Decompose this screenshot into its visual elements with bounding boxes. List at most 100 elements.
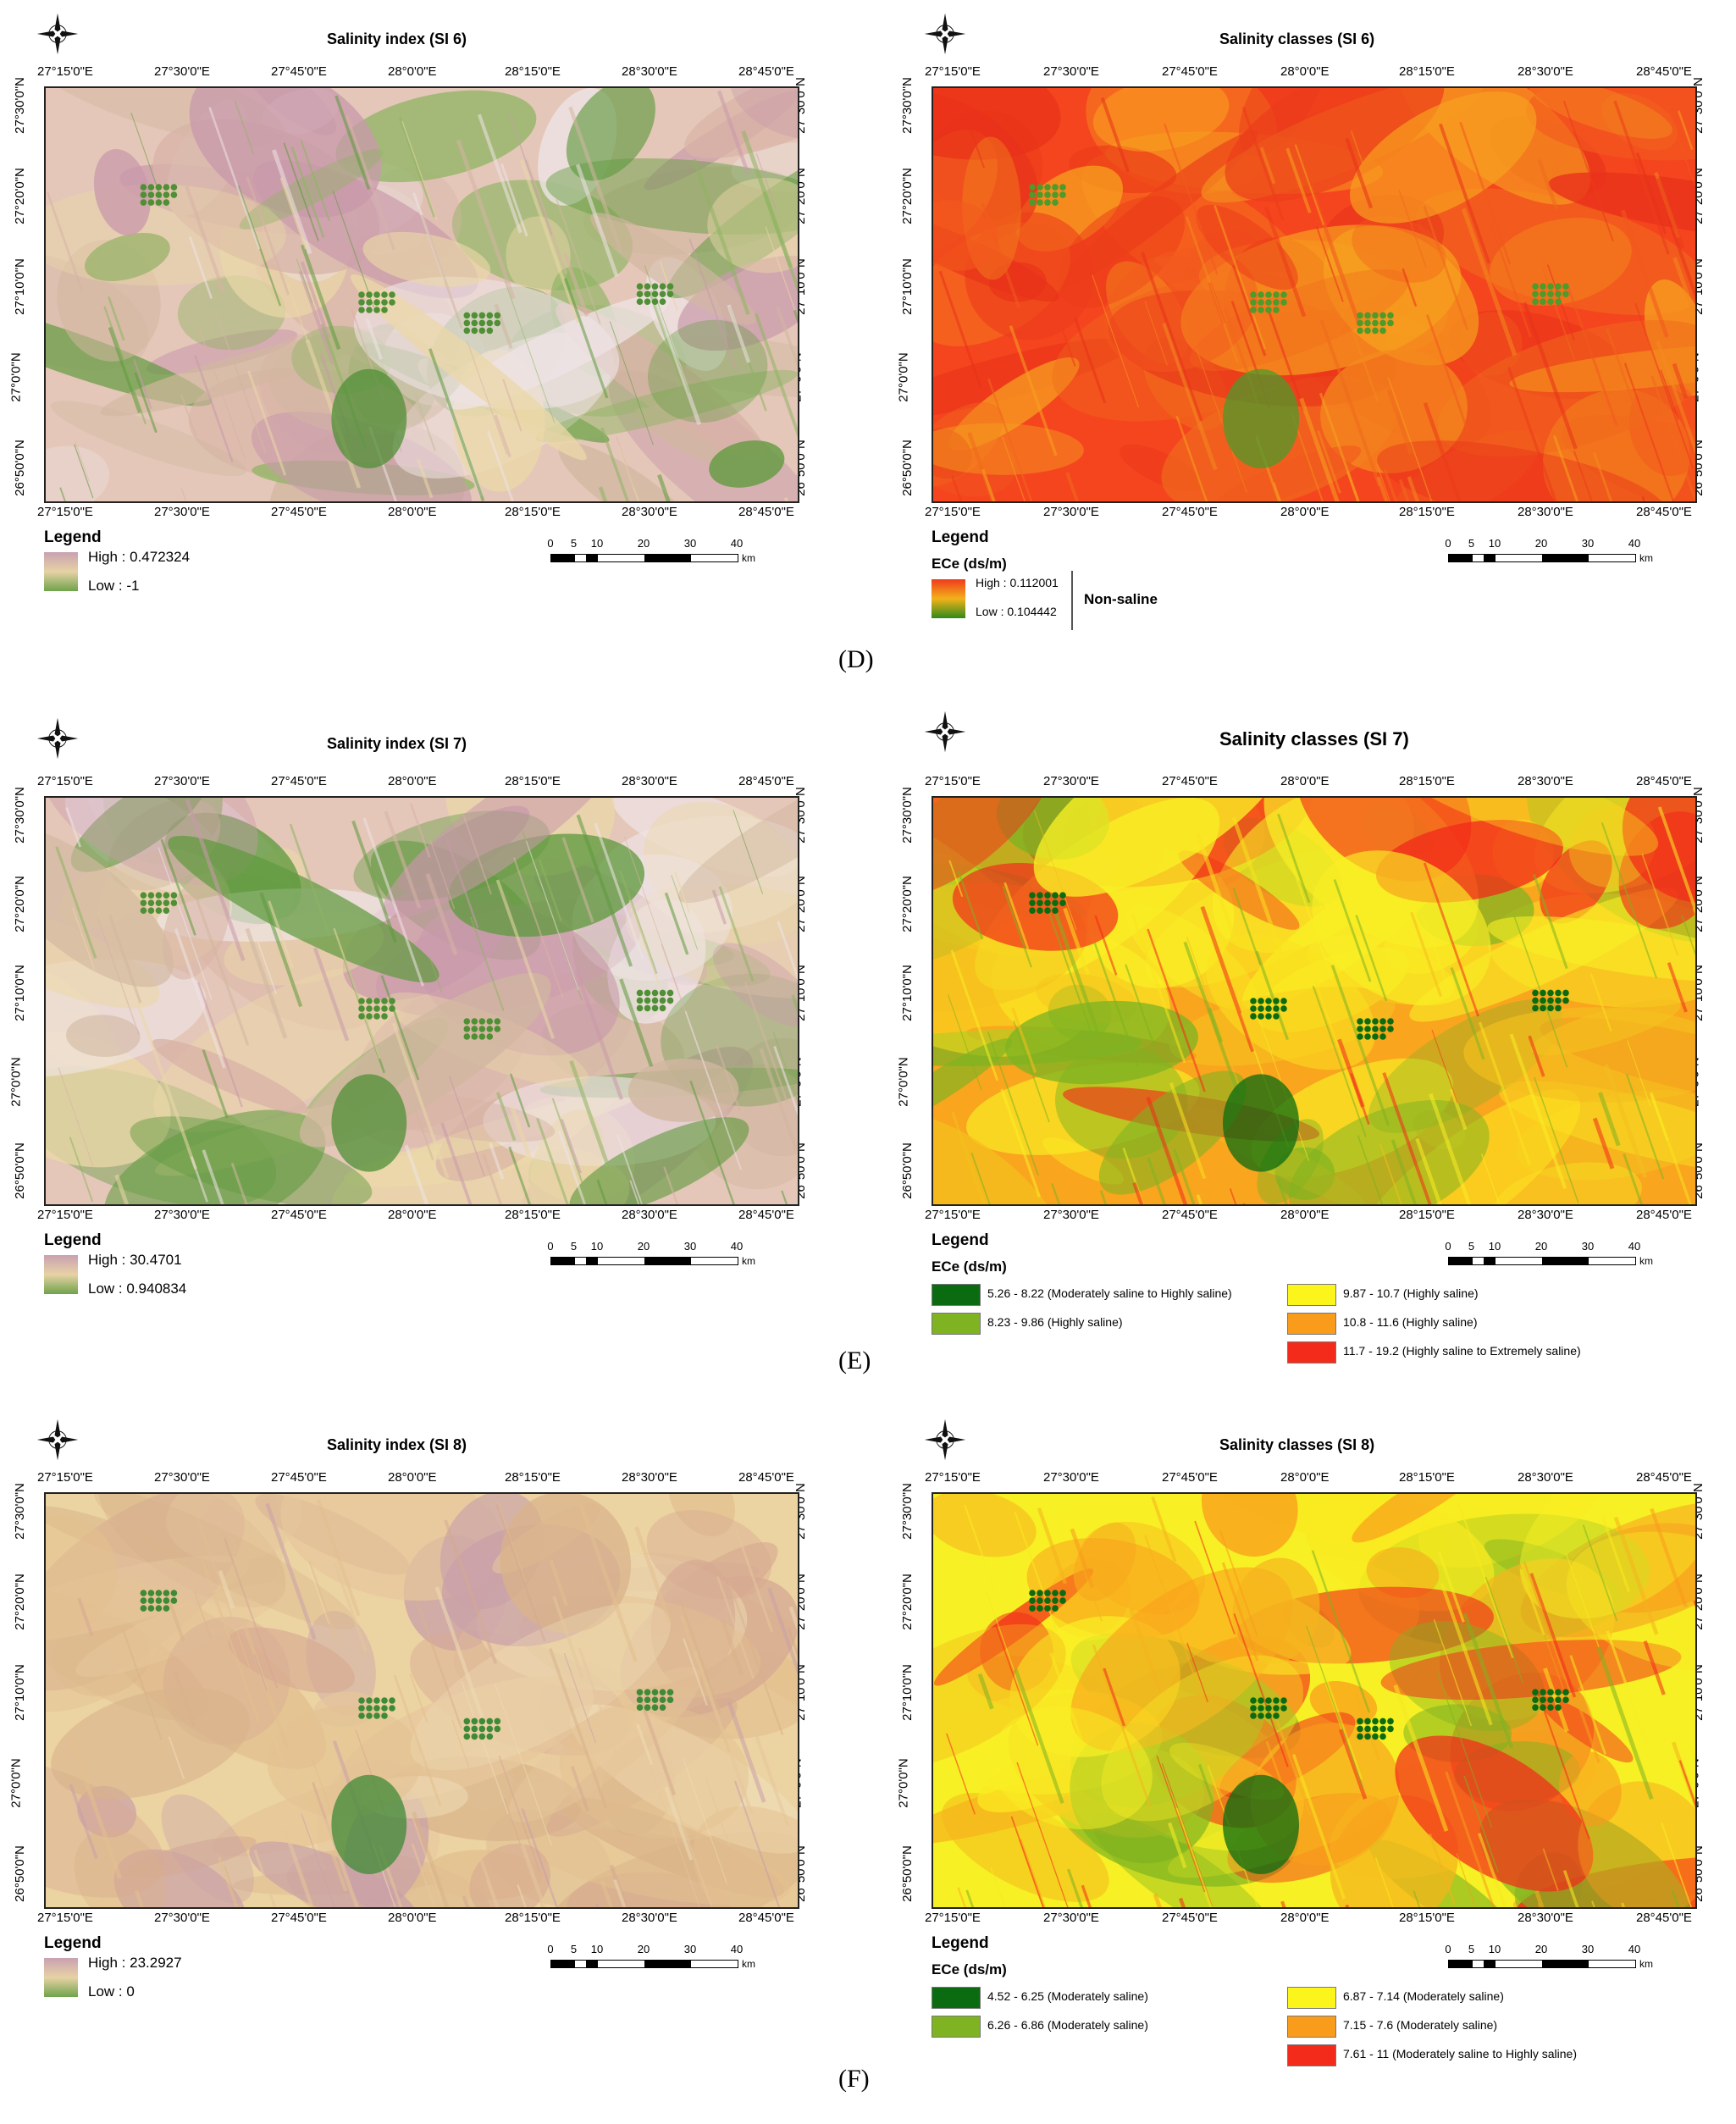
scale-number: 0 — [1445, 1943, 1451, 1955]
scale-bar: 0 5 10 20 30 40 km — [1445, 1240, 1653, 1274]
latitude-tick-left: 26°50'0"N — [12, 1845, 27, 1902]
scale-number: 40 — [730, 1240, 744, 1253]
latitude-tick-left: 27°0'0"N — [8, 352, 24, 402]
scale-number: 5 — [570, 1240, 578, 1253]
scale-segment — [1472, 555, 1484, 561]
map-panel-e-left: Salinity index (SI 7) 27°15'0"E 27°30'0"E 2… — [0, 711, 813, 1380]
latitude-tick-left: 27°30'0"N — [12, 1483, 27, 1540]
longitude-tick-bottom: 28°30'0"E — [622, 1911, 677, 1925]
latitude-tick-left: 27°30'0"N — [12, 77, 27, 134]
longitude-tick-bottom: 28°45'0"E — [738, 1911, 794, 1925]
scale-segment — [551, 1258, 575, 1264]
map-title: Salinity classes (SI 7) — [1219, 728, 1409, 749]
scale-segment — [1484, 555, 1496, 561]
longitude-tick-top: 27°15'0"E — [925, 64, 981, 79]
scale-bar: 0 5 10 20 30 40 km — [1445, 1943, 1653, 1977]
longitude-tick-bottom: 27°45'0"E — [1162, 505, 1218, 519]
longitude-tick-top: 27°30'0"E — [154, 64, 210, 79]
longitude-tick-top: 28°45'0"E — [738, 1470, 794, 1485]
map-title: Salinity index (SI 6) — [327, 30, 467, 47]
longitude-tick-top: 28°0'0"E — [1280, 64, 1330, 79]
longitude-tick-bottom: 27°30'0"E — [154, 1208, 210, 1222]
longitude-tick-top: 28°0'0"E — [388, 64, 437, 79]
longitude-tick-top: 28°45'0"E — [1636, 774, 1692, 788]
scale-number: 10 — [590, 1943, 604, 1955]
raster-map — [44, 796, 799, 1206]
scale-number: 30 — [683, 1240, 697, 1253]
latitude-tick-left: 27°20'0"N — [12, 876, 27, 932]
longitude-tick-bottom: 28°15'0"E — [505, 505, 561, 519]
longitude-tick-bottom: 27°45'0"E — [1162, 1911, 1218, 1925]
latitude-tick-left: 27°0'0"N — [896, 1057, 911, 1107]
scale-bar: 0 5 10 20 30 40 km — [1445, 537, 1653, 571]
scale-segment — [551, 1961, 575, 1967]
longitude-tick-top: 27°15'0"E — [37, 774, 93, 788]
scale-number: 10 — [590, 1240, 604, 1253]
longitude-tick-top: 27°45'0"E — [271, 774, 327, 788]
raster-map — [932, 1492, 1697, 1909]
scale-number: 30 — [1581, 1943, 1595, 1955]
latitude-tick-left: 27°10'0"N — [899, 965, 915, 1021]
latitude-tick-left: 27°20'0"N — [12, 168, 27, 224]
north-arrow-icon — [921, 1416, 969, 1463]
longitude-tick-bottom: 28°0'0"E — [388, 505, 437, 519]
scale-segments — [550, 554, 738, 562]
legend-color-ramp — [44, 1958, 78, 1997]
scale-number: 20 — [1534, 1943, 1548, 1955]
longitude-tick-top: 27°45'0"E — [271, 64, 327, 79]
legend-class-swatch — [1287, 2016, 1336, 2038]
latitude-tick-left: 27°20'0"N — [899, 876, 915, 932]
longitude-tick-top: 27°45'0"E — [1162, 774, 1218, 788]
latitude-tick-left: 26°50'0"N — [12, 1142, 27, 1199]
map-panel-d-right: Salinity classes (SI 6) 27°15'0"E 27°30'0"… — [881, 0, 1706, 669]
longitude-tick-top: 28°15'0"E — [505, 1470, 561, 1485]
scale-segments — [1448, 554, 1636, 562]
latitude-tick-left: 27°10'0"N — [899, 258, 915, 315]
scale-unit: km — [742, 552, 755, 564]
raster-map — [44, 1492, 799, 1909]
longitude-tick-top: 28°30'0"E — [622, 64, 677, 79]
map-panel-e-right: Salinity classes (SI 7) 27°15'0"E 27°30'0"… — [881, 711, 1706, 1380]
scale-segments — [550, 1960, 738, 1968]
longitude-tick-bottom: 28°45'0"E — [1636, 1911, 1692, 1925]
latitude-tick-left: 27°30'0"N — [899, 77, 915, 134]
scale-segment — [1496, 1961, 1542, 1967]
longitude-tick-top: 28°15'0"E — [1399, 1470, 1455, 1485]
scale-segment — [691, 1258, 738, 1264]
scale-number: 40 — [1628, 537, 1641, 550]
longitude-tick-top: 27°30'0"E — [1043, 64, 1099, 79]
longitude-tick-bottom: 28°0'0"E — [1280, 505, 1330, 519]
scale-segment — [586, 1961, 598, 1967]
longitude-tick-bottom: 28°0'0"E — [388, 1911, 437, 1925]
longitude-tick-top: 28°45'0"E — [738, 774, 794, 788]
scale-number: 40 — [1628, 1943, 1641, 1955]
scale-number: 5 — [1468, 537, 1475, 550]
scale-segments — [1448, 1257, 1636, 1265]
scale-number: 10 — [1488, 537, 1501, 550]
legend-high: High : 0.112001 — [976, 576, 1059, 589]
longitude-tick-top: 27°30'0"E — [1043, 1470, 1099, 1485]
scale-number: 40 — [1628, 1240, 1641, 1253]
latitude-tick-left: 26°50'0"N — [899, 440, 915, 496]
scale-number: 30 — [683, 537, 697, 550]
scale-unit: km — [742, 1958, 755, 1970]
longitude-tick-top: 28°30'0"E — [622, 774, 677, 788]
longitude-tick-top: 28°15'0"E — [1399, 774, 1455, 788]
map-panel-f-left: Salinity index (SI 8) 27°15'0"E 27°30'0"E 2… — [0, 1406, 813, 2075]
latitude-tick-left: 27°30'0"N — [899, 1483, 915, 1540]
longitude-tick-bottom: 27°30'0"E — [154, 1911, 210, 1925]
legend-title: Legend — [932, 528, 989, 546]
legend-class-label: 8.23 - 9.86 (Highly saline) — [987, 1315, 1123, 1329]
longitude-tick-top: 27°45'0"E — [1162, 64, 1218, 79]
map-panel-f-right: Salinity classes (SI 8) 27°15'0"E 27°30'0"… — [881, 1406, 1706, 2075]
longitude-tick-bottom: 28°15'0"E — [1399, 1911, 1455, 1925]
scale-segment — [1449, 1961, 1473, 1967]
longitude-tick-bottom: 27°30'0"E — [154, 505, 210, 519]
scale-number: 20 — [1534, 1240, 1548, 1253]
scale-unit: km — [1639, 552, 1653, 564]
longitude-tick-top: 28°45'0"E — [1636, 64, 1692, 79]
legend-class-label: 4.52 - 6.25 (Moderately saline) — [987, 1989, 1148, 2003]
raster-map — [932, 796, 1697, 1206]
scale-segments — [1448, 1960, 1636, 1968]
scale-segment — [1449, 1258, 1473, 1264]
